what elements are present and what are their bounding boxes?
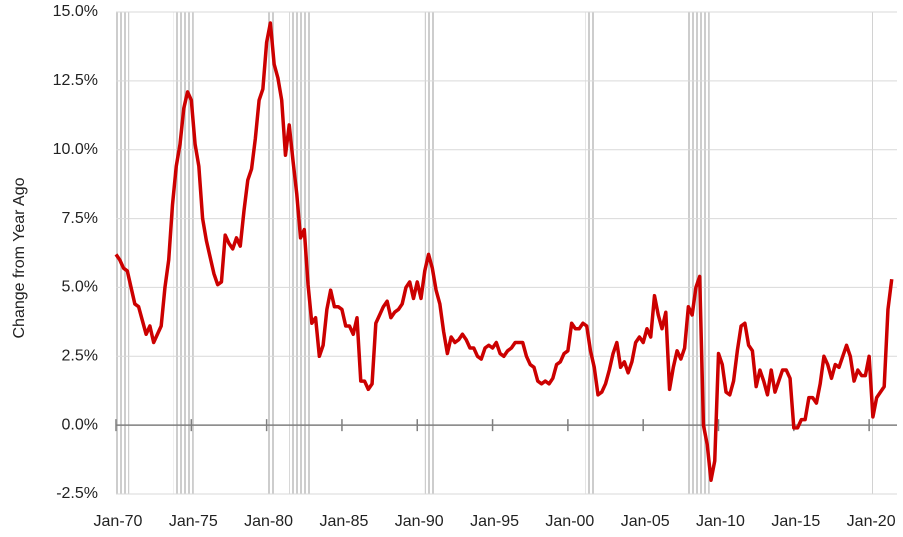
- y-tick-label: -2.5%: [56, 485, 98, 502]
- y-tick-label: 10.0%: [53, 141, 98, 158]
- y-tick-label: 7.5%: [62, 210, 98, 227]
- data-line: [114, 21, 894, 482]
- recession-band: [585, 12, 596, 494]
- x-tick-label: Jan-75: [169, 513, 218, 530]
- x-tick-label: Jan-05: [621, 513, 670, 530]
- y-tick-label: 15.0%: [53, 3, 98, 20]
- y-tick-label: 0.0%: [62, 416, 98, 433]
- recession-band: [424, 12, 435, 494]
- y-tick-label: 2.5%: [62, 348, 98, 365]
- recession-band: [266, 12, 275, 494]
- x-tick-label: Jan-70: [94, 513, 143, 530]
- x-tick-label: Jan-90: [395, 513, 444, 530]
- recession-band: [687, 12, 710, 494]
- y-axis-label: Change from Year Ago: [11, 177, 28, 338]
- y-tick-label: 5.0%: [62, 279, 98, 296]
- x-tick-label: Jan-15: [771, 513, 820, 530]
- x-tick-label: Jan-85: [319, 513, 368, 530]
- recession-band: [114, 12, 130, 494]
- recession-band: [173, 12, 194, 494]
- x-tick-label: Jan-95: [470, 513, 519, 530]
- x-tick-label: Jan-10: [696, 513, 745, 530]
- x-tick-label: Jan-80: [244, 513, 293, 530]
- x-tick-label: Jan-20: [847, 513, 896, 530]
- x-tick-label: Jan-00: [545, 513, 594, 530]
- y-tick-label: 12.5%: [53, 72, 98, 89]
- recession-band: [289, 12, 311, 494]
- recession-band: [870, 12, 873, 494]
